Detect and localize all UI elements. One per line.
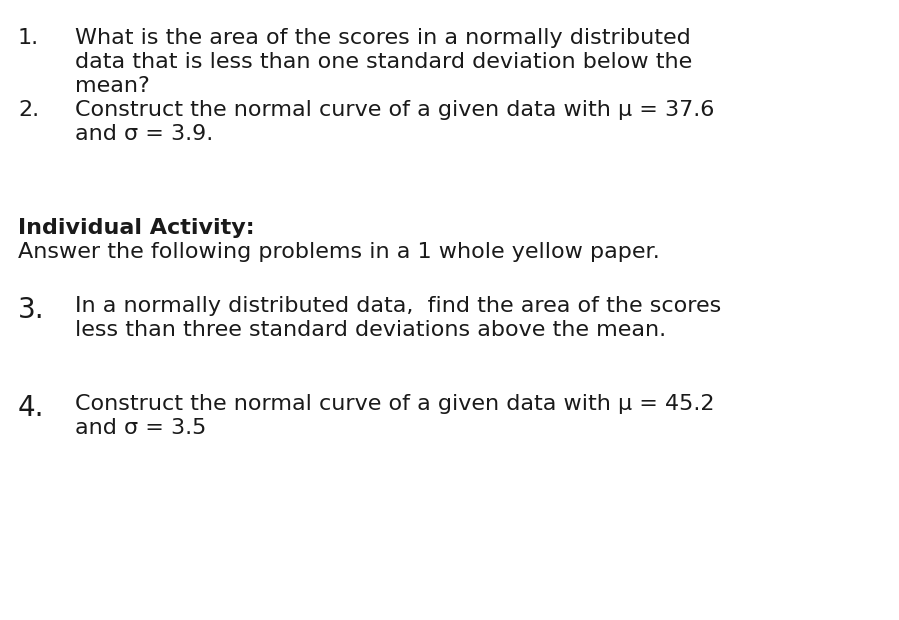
Text: Individual Activity:: Individual Activity: <box>18 218 254 238</box>
Text: Answer the following problems in a 1 whole yellow paper.: Answer the following problems in a 1 who… <box>18 242 660 262</box>
Text: and σ = 3.9.: and σ = 3.9. <box>75 124 213 144</box>
Text: mean?: mean? <box>75 76 150 96</box>
Text: 1.: 1. <box>18 28 40 48</box>
Text: 4.: 4. <box>18 394 44 422</box>
Text: Construct the normal curve of a given data with μ = 45.2: Construct the normal curve of a given da… <box>75 394 715 414</box>
Text: and σ = 3.5: and σ = 3.5 <box>75 418 207 438</box>
Text: 2.: 2. <box>18 100 40 120</box>
Text: What is the area of the scores in a normally distributed: What is the area of the scores in a norm… <box>75 28 690 48</box>
Text: In a normally distributed data,  find the area of the scores: In a normally distributed data, find the… <box>75 296 721 316</box>
Text: less than three standard deviations above the mean.: less than three standard deviations abov… <box>75 320 666 340</box>
Text: data that is less than one standard deviation below the: data that is less than one standard devi… <box>75 52 692 72</box>
Text: Construct the normal curve of a given data with μ = 37.6: Construct the normal curve of a given da… <box>75 100 715 120</box>
Text: 3.: 3. <box>18 296 45 324</box>
